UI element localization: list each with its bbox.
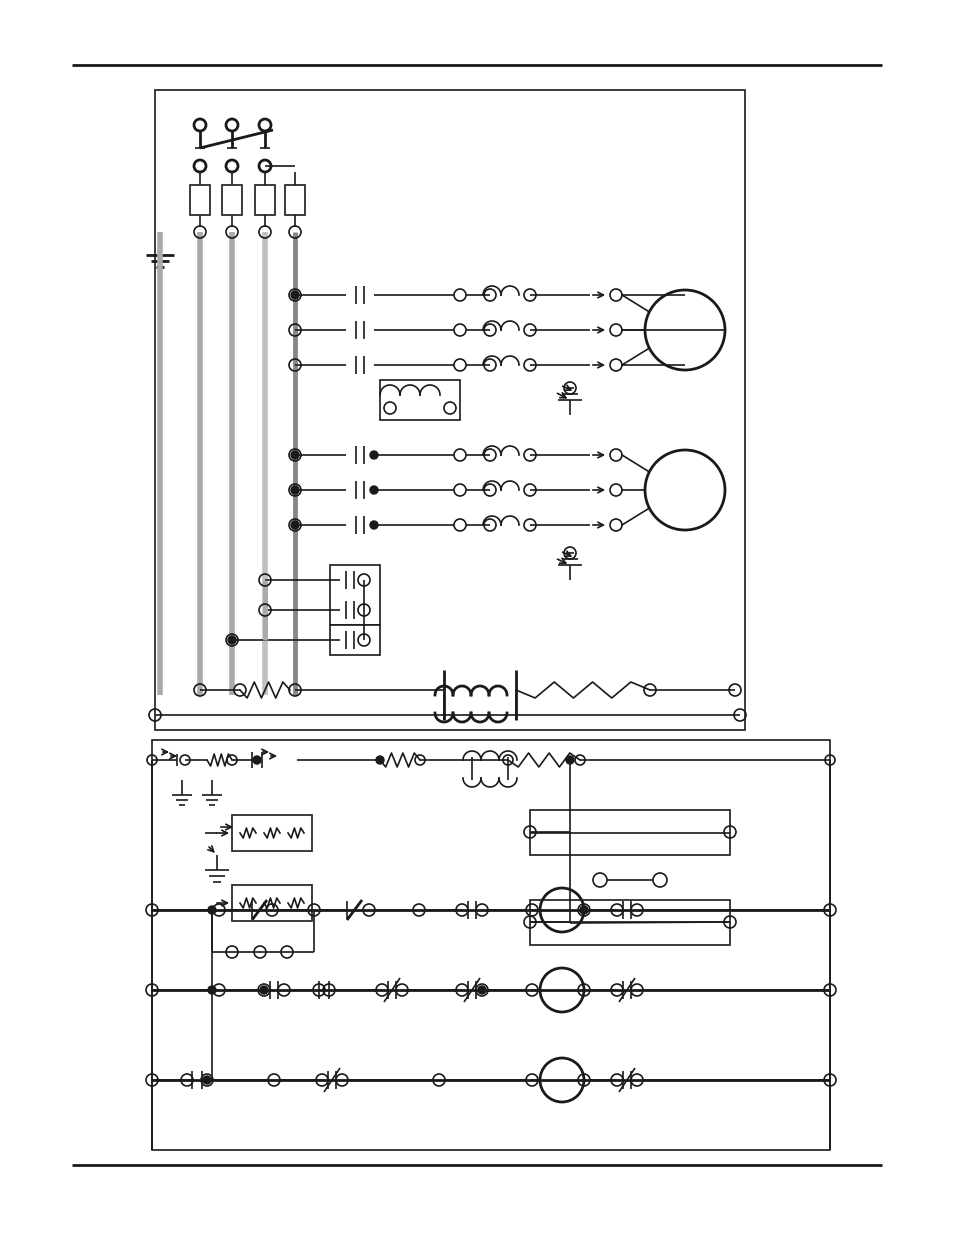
- Circle shape: [370, 521, 377, 529]
- Circle shape: [291, 487, 298, 494]
- Circle shape: [579, 906, 587, 914]
- Circle shape: [208, 986, 215, 994]
- Bar: [232, 885, 312, 921]
- Circle shape: [477, 986, 485, 994]
- Circle shape: [253, 756, 261, 764]
- Circle shape: [208, 906, 215, 914]
- Bar: [154, 90, 744, 730]
- Circle shape: [370, 487, 377, 494]
- Circle shape: [375, 756, 384, 764]
- Bar: [530, 900, 729, 945]
- Bar: [379, 380, 459, 420]
- Bar: [190, 185, 210, 215]
- Bar: [152, 740, 829, 1150]
- Bar: [232, 815, 312, 851]
- Circle shape: [228, 636, 235, 643]
- Bar: [222, 185, 242, 215]
- Bar: [530, 810, 729, 855]
- Circle shape: [291, 291, 298, 299]
- Bar: [254, 185, 274, 215]
- Circle shape: [260, 986, 268, 994]
- Circle shape: [291, 521, 298, 529]
- Circle shape: [565, 756, 574, 764]
- Circle shape: [370, 451, 377, 459]
- Circle shape: [203, 1076, 211, 1084]
- Bar: [330, 625, 379, 655]
- Bar: [330, 564, 379, 625]
- Circle shape: [291, 451, 298, 459]
- Bar: [285, 185, 305, 215]
